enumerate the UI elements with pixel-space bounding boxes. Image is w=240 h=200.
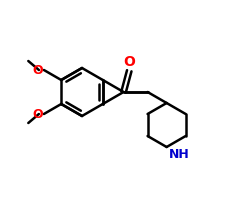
Text: O: O xyxy=(123,55,135,69)
Text: O: O xyxy=(32,108,43,120)
Text: O: O xyxy=(32,64,43,76)
Text: NH: NH xyxy=(169,148,189,161)
